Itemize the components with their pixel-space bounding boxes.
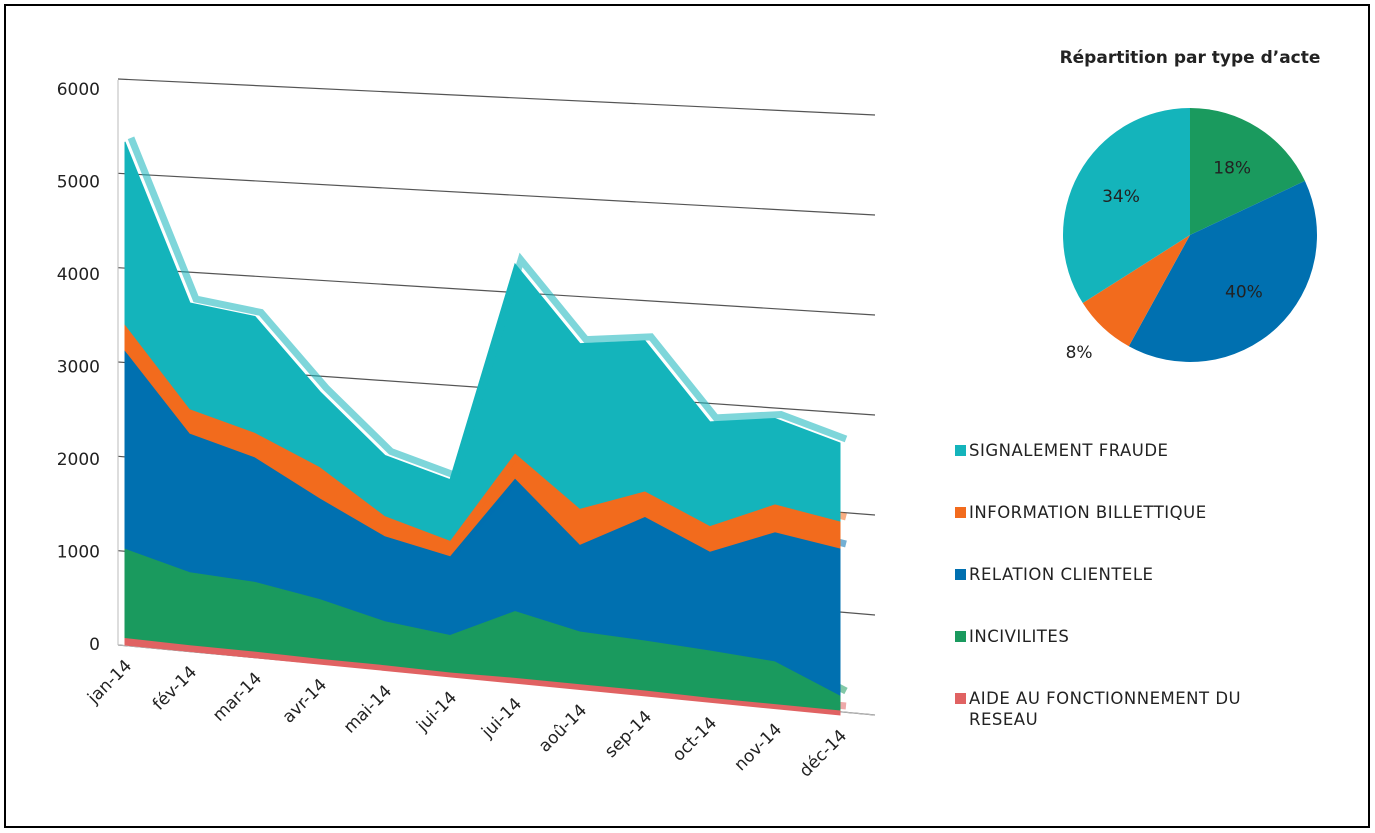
pie-label: 40% (1225, 282, 1263, 302)
grid-line (117, 78, 876, 116)
grid-line (117, 267, 876, 316)
y-tick-label: 6000 (57, 80, 100, 100)
legend-label: INFORMATION BILLETTIQUE (969, 503, 1207, 522)
y-tick-label: 4000 (57, 265, 100, 285)
x-tick-label: sep-14 (601, 707, 656, 762)
x-tick-label: mai-14 (340, 681, 396, 737)
x-tick-label: avr-14 (279, 675, 331, 727)
legend-item: RELATION CLIENTELE (955, 564, 1285, 626)
pie-slice (1128, 180, 1317, 363)
legend-swatch (955, 445, 966, 456)
legend-swatch (955, 569, 966, 580)
x-tick-label: aoû-14 (535, 700, 591, 756)
x-tick-label: déc-14 (796, 726, 851, 781)
x-tick-label: nov-14 (731, 720, 787, 776)
pie-slice (1063, 108, 1190, 304)
pie-title: Répartition par type d’acte (1060, 48, 1321, 68)
pie-slice (1190, 108, 1305, 235)
legend-label: INCIVILITES (969, 627, 1070, 646)
pie-label: 34% (1102, 187, 1140, 207)
pie-label: 8% (1066, 343, 1093, 363)
y-tick-label: 1000 (57, 543, 100, 563)
x-tick-label: fév-14 (149, 662, 201, 714)
legend-item: SIGNALEMENT FRAUDE (955, 440, 1285, 502)
frame (4, 4, 1370, 828)
y-tick-label: 0 (89, 635, 100, 655)
legend-item: INCIVILITES (955, 626, 1285, 688)
pie-label: 18% (1213, 159, 1251, 179)
legend-swatch (955, 631, 966, 642)
legend-label: RELATION CLIENTELE (969, 565, 1154, 584)
x-tick-label: jui-14 (477, 694, 526, 743)
x-tick-label: jui-14 (412, 688, 461, 737)
y-tick-label: 5000 (57, 173, 100, 193)
legend-item: AIDE AU FONCTIONNEMENT DU RESEAU (955, 688, 1285, 750)
pie-slice (1082, 235, 1190, 347)
area-top-edge (127, 136, 848, 481)
legend-swatch (955, 507, 966, 518)
y-tick-label: 2000 (57, 450, 100, 470)
x-tick-label: jan-14 (83, 656, 136, 709)
y-tick-label: 3000 (57, 358, 100, 378)
legend-item: INFORMATION BILLETTIQUE (955, 502, 1285, 564)
area (124, 141, 841, 541)
legend-label: AIDE AU FONCTIONNEMENT DU RESEAU (969, 689, 1242, 729)
legend-label: SIGNALEMENT FRAUDE (969, 441, 1169, 460)
legend-swatch (955, 693, 966, 704)
x-tick-label: oct-14 (669, 713, 721, 765)
grid-line (117, 172, 876, 216)
x-tick-label: mar-14 (209, 669, 266, 726)
legend: SIGNALEMENT FRAUDE INFORMATION BILLETTIQU… (955, 440, 1285, 750)
